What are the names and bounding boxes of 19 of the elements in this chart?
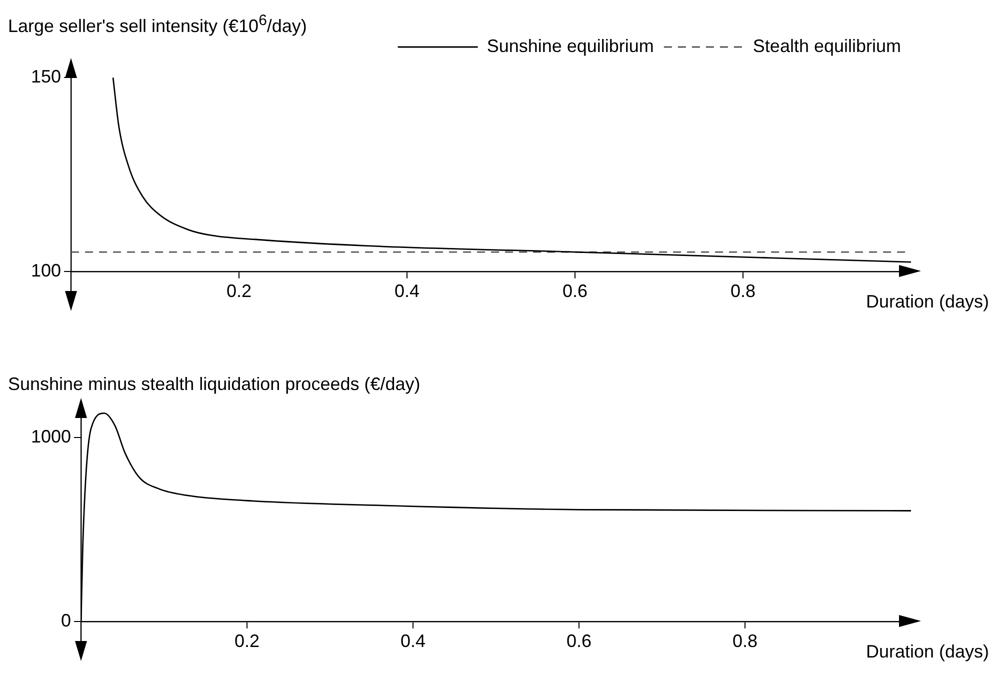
y-tick-label: 150 (30, 66, 62, 87)
y-tick-label: 1000 (30, 426, 72, 446)
x-tick-label: 0.6 (562, 281, 588, 302)
legend-label: Sunshine equilibrium (486, 36, 654, 56)
x-tick-label: 0.4 (400, 631, 426, 652)
line-series (112, 76, 911, 263)
x-tick-label: 0.8 (732, 631, 758, 652)
legend-label: Stealth equilibrium (752, 36, 901, 56)
x-tick-label: 0.4 (394, 281, 420, 302)
x-tick-label: 0.2 (226, 281, 252, 302)
y-tick-label: 100 (30, 260, 62, 280)
x-axis-title: Duration (days) (866, 641, 989, 662)
x-tick-label: 0.2 (234, 631, 260, 652)
y-axis-title: Large seller's sell intensity (€10$^{6}$/day) (8, 12, 307, 37)
x-tick-label: 0.8 (730, 281, 756, 302)
y-axis-title: Sunshine minus stealth liquidation proceeds (€/day) (8, 374, 420, 395)
x-axis-title: Duration (days) (866, 291, 989, 312)
x-tick-label: 0.6 (566, 631, 592, 652)
y-tick-label: 0 (61, 610, 72, 630)
